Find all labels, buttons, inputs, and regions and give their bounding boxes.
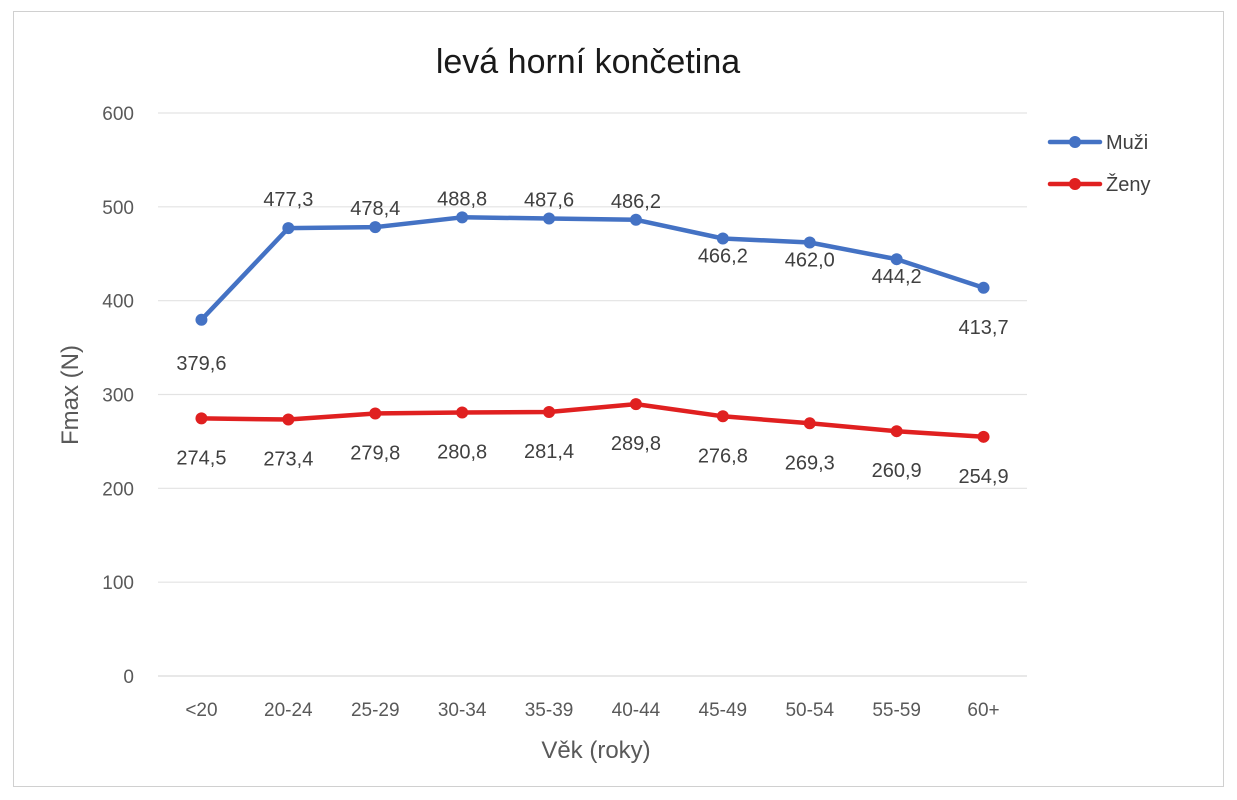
data-point-muzi [890,253,903,266]
data-label-zeny: 274,5 [176,447,226,469]
data-point-muzi [716,232,729,245]
x-tick-label: 25-29 [351,700,400,721]
data-label-zeny: 254,9 [959,466,1009,488]
data-label-zeny: 276,8 [698,445,748,467]
y-axis-ticks: 0 100 200 300 400 500 600 [102,104,134,688]
data-label-zeny: 280,8 [437,442,487,464]
data-label-zeny: 279,8 [350,442,400,464]
x-tick-label: 50-54 [785,700,834,721]
series-line-muzi [199,215,986,323]
data-label-muzi: 486,2 [611,191,661,213]
data-point-zeny [977,430,990,443]
data-label-muzi: 444,2 [872,266,922,288]
data-point-zeny [629,398,642,411]
data-label-zeny: 273,4 [263,448,313,470]
legend: Muži Ženy [1047,132,1150,196]
x-axis-title: Věk (roky) [541,737,650,764]
data-point-muzi [195,313,208,326]
y-tick-label: 500 [102,198,134,219]
data-label-muzi: 487,6 [524,189,574,211]
y-tick-label: 200 [102,479,134,500]
data-label-zeny: 269,3 [785,452,835,474]
chart-title: levá horní končetina [436,43,740,81]
data-point-muzi [543,212,556,225]
series-group [195,211,990,443]
data-labels: 379,6 477,3 478,4 488,8 487,6 486,2 466,2 462,0… [176,188,1008,487]
data-label-muzi: 478,4 [350,198,400,220]
x-tick-label: 55-59 [872,700,921,721]
y-axis-title: Fmax (N) [57,345,84,445]
data-point-zeny [716,410,729,423]
data-point-zeny [803,417,816,430]
y-tick-label: 0 [123,667,134,688]
legend-swatch-marker [1069,178,1081,190]
data-point-muzi [282,222,295,235]
data-label-zeny: 289,8 [611,433,661,455]
data-point-muzi [369,221,382,234]
data-point-zeny [890,425,903,438]
data-point-muzi [803,236,816,249]
x-tick-label: 20-24 [264,700,313,721]
x-tick-label: 40-44 [612,700,661,721]
data-point-muzi [629,213,642,226]
data-point-muzi [456,211,469,224]
y-tick-label: 300 [102,386,134,407]
legend-label: Muži [1106,132,1148,154]
data-label-muzi: 462,0 [785,249,835,271]
x-tick-label: 60+ [967,700,999,721]
data-label-muzi: 379,6 [176,353,226,375]
x-axis-ticks: <20 20-24 25-29 30-34 35-39 40-44 45-49 50-54 55… [185,700,999,721]
grid [158,112,1027,677]
data-point-muzi [977,281,990,294]
x-tick-label: 45-49 [699,700,748,721]
x-tick-label: <20 [185,700,217,721]
data-label-muzi: 466,2 [698,246,748,268]
data-label-muzi: 488,8 [437,188,487,210]
data-label-zeny: 260,9 [872,460,922,482]
data-point-zeny [369,407,382,420]
y-tick-label: 100 [102,573,134,594]
y-tick-label: 600 [102,104,134,125]
data-point-zeny [543,405,556,418]
data-label-zeny: 281,4 [524,441,574,463]
x-tick-label: 30-34 [438,700,487,721]
data-point-zeny [282,413,295,426]
legend-label: Ženy [1106,173,1150,196]
data-point-zeny [195,412,208,425]
chart-frame [13,11,1224,787]
y-tick-label: 400 [102,292,134,313]
series-line-zeny [199,401,986,440]
data-label-muzi: 413,7 [959,317,1009,339]
legend-swatch-marker [1069,136,1081,148]
data-label-muzi: 477,3 [263,189,313,211]
data-point-zeny [456,406,469,419]
x-tick-label: 35-39 [525,700,574,721]
